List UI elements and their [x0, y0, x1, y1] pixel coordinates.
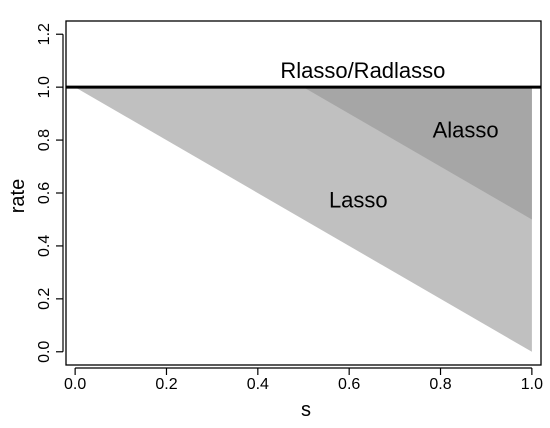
y-tick-label: 0.6 — [36, 182, 53, 204]
x-axis-title: s — [301, 399, 311, 421]
x-tick-label: 0.0 — [64, 376, 86, 393]
x-tick-label: 0.2 — [155, 376, 177, 393]
x-tick-label: 0.8 — [429, 376, 451, 393]
x-axis: 0.0 0.2 0.4 0.6 0.8 1.0 — [64, 367, 543, 393]
annotations-layer: Rlasso/Radlasso Alasso Lasso — [280, 58, 498, 213]
x-tick-label: 1.0 — [521, 376, 543, 393]
region-alasso — [303, 87, 532, 220]
label-alasso: Alasso — [433, 117, 499, 142]
plot-frame — [65, 20, 542, 366]
x-tick-label: 0.6 — [338, 376, 360, 393]
label-lasso: Lasso — [329, 188, 388, 213]
y-tick-label: 0.8 — [36, 129, 53, 151]
y-tick-label: 1.2 — [36, 23, 53, 45]
y-tick-label: 0.0 — [36, 341, 53, 363]
x-tick-label: 0.4 — [247, 376, 269, 393]
y-tick-label: 0.2 — [36, 288, 53, 310]
label-rlasso-radlasso: Rlasso/Radlasso — [280, 58, 445, 83]
y-axis: 0.0 0.2 0.4 0.6 0.8 1.0 1.2 — [36, 23, 64, 363]
regions-layer — [75, 87, 532, 352]
y-tick-label: 1.0 — [36, 76, 53, 98]
y-tick-label: 0.4 — [36, 235, 53, 257]
y-axis-title: rate — [7, 179, 29, 213]
